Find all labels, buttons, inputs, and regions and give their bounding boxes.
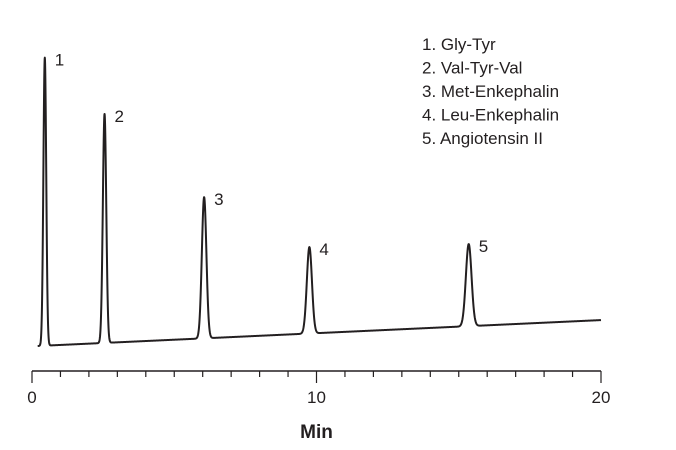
- peak-label: 2: [115, 107, 124, 126]
- peak-label: 1: [55, 51, 64, 70]
- legend-entry: 2. Val-Tyr-Val: [422, 59, 522, 78]
- legend-entry: 1. Gly-Tyr: [422, 35, 496, 54]
- peak-label: 4: [319, 240, 328, 259]
- x-tick-label: 0: [27, 388, 36, 407]
- chromatogram-trace: [36, 56, 602, 347]
- peak-label: 3: [214, 190, 223, 209]
- x-tick-label: 20: [592, 388, 611, 407]
- legend-entry: 3. Met-Enkephalin: [422, 82, 559, 101]
- x-axis-ticks: [31, 371, 602, 383]
- x-axis-tick-labels: 0 10 20: [27, 388, 610, 407]
- x-axis-label: Min: [300, 422, 333, 443]
- x-tick-label: 10: [307, 388, 326, 407]
- peak-labels: 1 2 3 4 5: [55, 51, 488, 259]
- peak-label: 5: [479, 237, 488, 256]
- legend: 1. Gly-Tyr 2. Val-Tyr-Val 3. Met-Enkephali…: [422, 35, 559, 148]
- legend-entry: 5. Angiotensin II: [422, 129, 543, 148]
- legend-entry: 4. Leu-Enkephalin: [422, 106, 559, 125]
